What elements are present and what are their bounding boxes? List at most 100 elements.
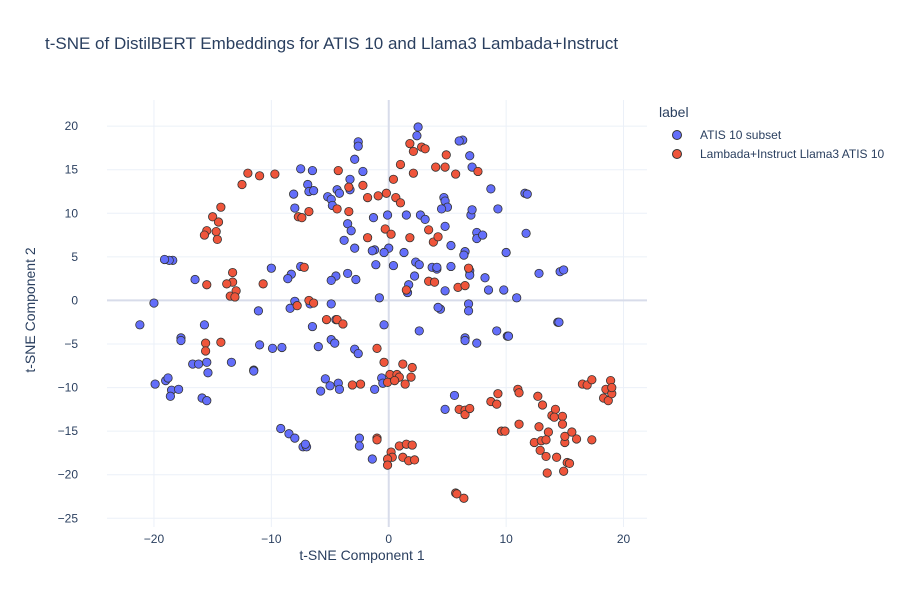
point-lambada[interactable] [559, 466, 569, 476]
point-atis[interactable] [290, 203, 300, 213]
point-lambada[interactable] [243, 168, 253, 178]
point-lambada[interactable] [381, 188, 391, 198]
point-atis[interactable] [345, 174, 355, 184]
point-lambada[interactable] [424, 225, 434, 235]
point-lambada[interactable] [552, 452, 562, 462]
point-lambada[interactable] [564, 458, 575, 468]
point-atis[interactable] [493, 204, 503, 214]
point-atis[interactable] [190, 274, 200, 285]
point-lambada[interactable] [237, 179, 247, 190]
data-points[interactable] [135, 122, 617, 503]
point-lambada[interactable] [292, 301, 302, 311]
point-lambada[interactable] [382, 460, 393, 470]
point-atis[interactable] [354, 433, 364, 443]
point-atis[interactable] [388, 260, 399, 271]
point-atis[interactable] [320, 374, 330, 384]
point-lambada[interactable] [607, 382, 617, 393]
point-atis[interactable] [449, 390, 460, 401]
point-atis[interactable] [165, 391, 175, 401]
point-atis[interactable] [379, 320, 389, 330]
point-lambada[interactable] [441, 150, 451, 160]
point-lambada[interactable] [534, 422, 544, 432]
point-lambada[interactable] [473, 166, 483, 177]
point-atis[interactable] [433, 302, 443, 312]
point-atis[interactable] [289, 189, 299, 199]
point-atis[interactable] [343, 268, 353, 279]
point-atis[interactable] [368, 213, 379, 223]
point-atis[interactable] [492, 326, 502, 336]
point-lambada[interactable] [380, 224, 390, 234]
point-lambada[interactable] [542, 468, 552, 478]
point-atis[interactable] [300, 439, 310, 449]
point-lambada[interactable] [493, 389, 503, 399]
point-atis[interactable] [290, 433, 300, 443]
point-atis[interactable] [309, 186, 319, 196]
point-atis[interactable] [463, 306, 474, 316]
point-lambada[interactable] [440, 162, 450, 172]
point-atis[interactable] [559, 265, 569, 275]
point-lambada[interactable] [459, 493, 469, 503]
point-lambada[interactable] [258, 279, 268, 289]
point-atis[interactable] [203, 368, 213, 378]
point-lambada[interactable] [255, 171, 265, 181]
point-lambada[interactable] [213, 217, 224, 227]
point-atis[interactable] [350, 243, 360, 253]
point-lambada[interactable] [433, 232, 443, 242]
point-atis[interactable] [202, 396, 212, 406]
point-atis[interactable] [351, 274, 361, 285]
point-atis[interactable] [249, 366, 259, 376]
point-lambada[interactable] [514, 388, 524, 398]
point-lambada[interactable] [587, 375, 597, 385]
point-lambada[interactable] [199, 230, 210, 240]
point-atis[interactable] [480, 273, 490, 283]
point-atis[interactable] [346, 226, 356, 236]
point-atis[interactable] [399, 247, 409, 258]
point-atis[interactable] [440, 286, 450, 296]
point-atis[interactable] [353, 348, 363, 359]
point-lambada[interactable] [492, 399, 502, 409]
point-atis[interactable] [432, 262, 442, 272]
point-lambada[interactable] [409, 455, 420, 465]
point-lambada[interactable] [332, 204, 342, 214]
point-atis[interactable] [412, 131, 422, 141]
point-lambada[interactable] [216, 337, 226, 347]
point-lambada[interactable] [537, 400, 548, 410]
point-lambada[interactable] [201, 346, 211, 356]
point-lambada[interactable] [212, 234, 222, 245]
point-lambada[interactable] [344, 182, 354, 192]
point-atis[interactable] [316, 386, 326, 396]
point-lambada[interactable] [405, 233, 415, 243]
point-lambada[interactable] [208, 212, 218, 222]
point-atis[interactable] [446, 240, 456, 251]
point-lambada[interactable] [347, 380, 357, 390]
point-atis[interactable] [326, 299, 336, 309]
point-atis[interactable] [334, 384, 345, 394]
point-lambada[interactable] [202, 280, 212, 290]
point-atis[interactable] [409, 271, 420, 281]
point-lambada[interactable] [452, 489, 462, 499]
point-atis[interactable] [483, 285, 494, 295]
point-atis[interactable] [354, 441, 364, 451]
point-lambada[interactable] [321, 314, 332, 325]
legend-item-atis[interactable]: ATIS 10 subset [659, 125, 884, 144]
point-atis[interactable] [534, 268, 544, 279]
point-atis[interactable] [499, 285, 509, 295]
point-lambada[interactable] [344, 206, 354, 217]
point-lambada[interactable] [299, 262, 309, 272]
point-lambada[interactable] [533, 391, 543, 401]
point-lambada[interactable] [405, 138, 415, 149]
point-atis[interactable] [521, 228, 531, 238]
point-lambada[interactable] [379, 357, 389, 367]
point-atis[interactable] [266, 263, 276, 273]
point-lambada[interactable] [309, 298, 319, 308]
point-atis[interactable] [325, 381, 335, 391]
point-atis[interactable] [465, 151, 475, 161]
point-lambada[interactable] [535, 445, 545, 455]
point-lambada[interactable] [408, 168, 418, 178]
point-lambada[interactable] [541, 451, 551, 462]
point-atis[interactable] [176, 335, 186, 346]
point-atis[interactable] [503, 331, 514, 341]
point-atis[interactable] [554, 317, 564, 327]
point-lambada[interactable] [451, 169, 461, 179]
